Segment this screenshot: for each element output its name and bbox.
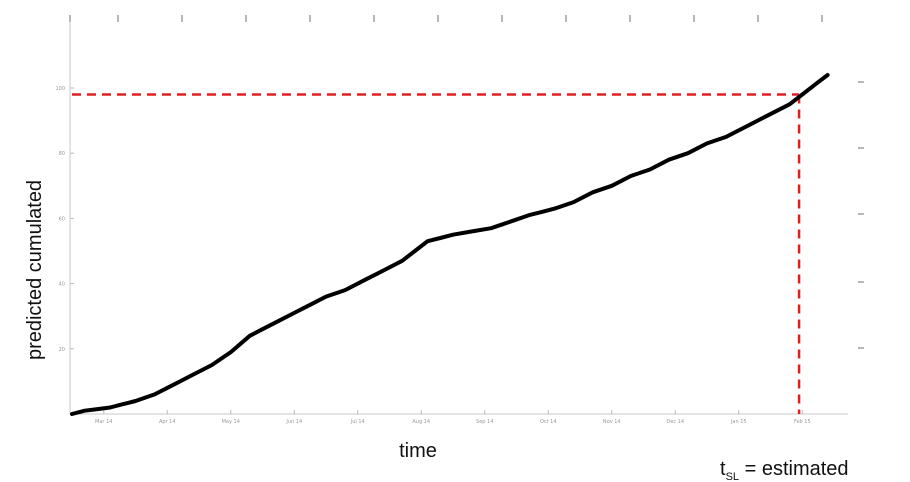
series-point [133, 399, 138, 403]
y-axis-title: predicted cumulated [24, 180, 46, 360]
series-point [229, 350, 233, 354]
series-point [775, 109, 779, 113]
series-point [108, 405, 112, 410]
x-ticks: Mar 14 Apr 14 May 14 Jun 14 Jul 14 Aug 14 Sep … [95, 410, 811, 425]
y-tick-label: 100 [55, 86, 65, 92]
y-tick-label: 60 [59, 216, 65, 222]
series-point [311, 301, 315, 305]
estimate-annotation: tSL = estimated [720, 458, 849, 482]
series-point [413, 249, 417, 253]
series-point [191, 373, 195, 377]
series-point [591, 190, 595, 194]
annotation-main: t [720, 458, 726, 480]
series-point [648, 167, 652, 172]
series-point [210, 363, 214, 367]
series-point [610, 184, 614, 188]
series-point [152, 392, 157, 397]
series-point [572, 200, 576, 204]
x-tick-label: Apr 14 [159, 419, 176, 425]
series-point [553, 207, 557, 211]
y-tick-label: 20 [59, 347, 65, 353]
x-tick-label: Aug 14 [412, 419, 430, 425]
series-point [470, 229, 474, 234]
series-point [451, 233, 455, 237]
series-point [787, 102, 792, 106]
series-point [527, 213, 531, 217]
series-point [70, 412, 74, 416]
series-point [800, 92, 804, 97]
x-tick-label: Jan 15 [730, 419, 747, 425]
series-point [826, 73, 830, 77]
x-tick-label: May 14 [222, 419, 240, 425]
series-line [70, 73, 830, 416]
annotation-rest: = estimated [739, 458, 849, 480]
y-tick-label: 80 [59, 151, 65, 157]
y-ticks: 20 40 60 80 100 [55, 86, 74, 353]
annotation-subscript: SL [726, 471, 739, 482]
series-point [248, 334, 252, 338]
series-point [260, 327, 265, 331]
series-point [743, 125, 747, 129]
series-point [813, 83, 817, 87]
series-point [629, 174, 633, 178]
x-tick-label: Mar 14 [95, 419, 112, 425]
series-point [273, 321, 277, 325]
series-point [508, 220, 512, 224]
series-point [362, 278, 366, 282]
x-tick-label: Jul 14 [350, 419, 365, 425]
series-point [172, 383, 176, 387]
series-point [426, 239, 430, 243]
x-tick-label: Jun 14 [285, 419, 302, 425]
series-point [95, 407, 99, 411]
series-point [121, 402, 125, 406]
series-point [438, 236, 442, 240]
x-tick-label: Dec 14 [666, 419, 684, 425]
x-tick-label: Oct 14 [540, 419, 557, 425]
series-point [540, 210, 544, 214]
decor-ticks [69, 15, 864, 349]
x-tick-label: Feb 15 [794, 419, 811, 425]
series-point [83, 409, 87, 413]
series-point [705, 141, 709, 146]
x-axis-title: time [399, 440, 437, 462]
series-point [381, 268, 385, 273]
series-point [343, 288, 347, 292]
plot-frame [69, 15, 848, 415]
series-point [724, 135, 728, 139]
series-point [686, 151, 690, 155]
reference-lines [72, 93, 801, 414]
series-point [400, 259, 404, 263]
series-point [324, 295, 328, 299]
series-layer [70, 73, 830, 416]
series-point [489, 226, 493, 230]
x-tick-label: Nov 14 [603, 419, 621, 425]
x-tick-label: Sep 14 [476, 419, 493, 425]
y-tick-label: 40 [59, 282, 65, 288]
series-point [762, 115, 766, 119]
series-point [667, 158, 671, 162]
series-point [292, 311, 296, 315]
